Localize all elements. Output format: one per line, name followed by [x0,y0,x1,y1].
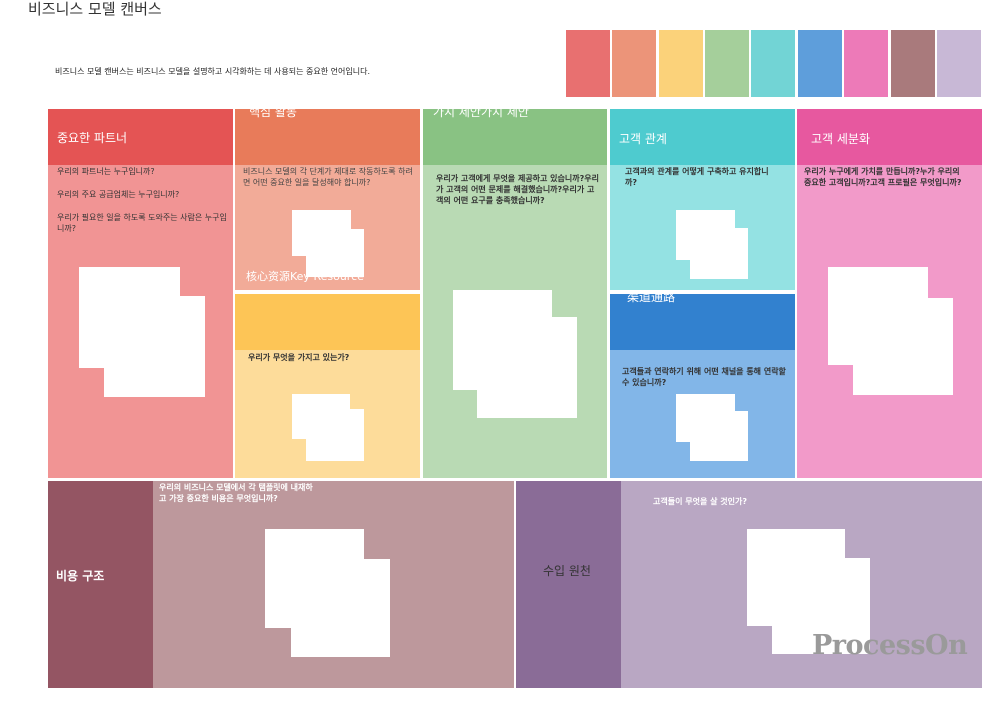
key-resources-block[interactable]: 우리가 무엇을 가지고 있는가? [235,294,420,478]
value-proposition-header [423,109,607,165]
key-activities-label: 핵심 활동 [249,109,297,119]
channels-question: 고객들과 연락하기 위해 어떤 채널을 통해 연락할 수 있습니까? [622,367,786,387]
key-resources-question: 우리가 무엇을 가지고 있는가? [248,353,350,362]
sticky-note[interactable] [690,228,748,279]
key-partners-question-2: 우리의 주요 공급업체는 누구입니까? [57,190,180,199]
customer-relationships-header [610,109,795,165]
key-resources-label: 核心资源Key Resource [246,270,364,283]
cost-structure-label: 비용 구조 [56,569,105,583]
key-partners-label: 중요한 파트너 [57,131,128,145]
key-partners-question-1: 우리의 파트너는 누구입니까? [57,167,155,176]
color-swatch[interactable] [612,30,656,97]
key-activities-block[interactable]: 핵심 활동 비즈니스 모델의 각 단계가 제대로 작동하도록 하려면 어떤 중요… [235,109,420,290]
key-partners-block[interactable]: 중요한 파트너 우리의 파트너는 누구입니까? 우리의 주요 공급업체는 누구입… [48,109,233,478]
customer-relationships-block[interactable]: 고객 관계 고객과의 관계를 어떻게 구축하고 유지합니까? [610,109,795,290]
sticky-note[interactable] [690,411,748,461]
color-swatch[interactable] [659,30,703,97]
sticky-note[interactable] [104,296,205,397]
revenue-streams-block[interactable]: 수입 원천 고객들이 무엇을 살 것인가? [516,481,982,688]
color-swatch[interactable] [891,30,935,97]
key-resources-header [235,294,420,350]
value-proposition-label: 가치 제안가치 제안 [433,109,529,119]
customer-segments-block[interactable]: 고객 세분화 우리가 누구에게 가치를 만듭니까?누가 우리의 중요한 고객입니… [797,109,982,478]
channels-block[interactable]: 渠道通路 고객들과 연락하기 위해 어떤 채널을 통해 연락할 수 있습니까? [610,294,795,478]
color-swatch[interactable] [844,30,888,97]
sticky-note[interactable] [477,317,577,418]
color-swatch[interactable] [751,30,795,97]
page-title: 비즈니스 모델 캔버스 [28,0,162,18]
customer-relationships-label: 고객 관계 [619,132,667,146]
customer-segments-question: 우리가 누구에게 가치를 만듭니까?누가 우리의 중요한 고객입니까?고객 프로… [804,167,962,187]
value-proposition-block[interactable]: 가치 제안가치 제안 우리가 고객에게 무엇을 제공하고 있습니까?우리가 고객… [423,109,607,478]
page-description: 비즈니스 모델 캔버스는 비즈니스 모델을 설명하고 시각화하는 데 사용되는 … [55,67,371,76]
customer-segments-label: 고객 세분화 [811,132,871,146]
key-partners-question-3: 우리가 필요한 일을 하도록 도와주는 사람은 누구입니까? [57,213,227,233]
revenue-streams-label: 수입 원천 [543,564,591,578]
cost-structure-block[interactable]: 비용 구조 우리의 비즈니스 모델에서 각 탬플릿에 내재하고 가장 중요한 비… [48,481,514,688]
customer-segments-header [797,109,982,165]
sticky-note[interactable] [306,409,364,461]
key-partners-header [48,109,233,165]
cost-structure-header [48,481,153,688]
revenue-streams-header [516,481,621,688]
customer-relationships-question: 고객과의 관계를 어떻게 구축하고 유지합니까? [625,167,769,187]
channels-label: 渠道通路 [627,294,676,304]
revenue-streams-question: 고객들이 무엇을 살 것인가? [653,497,747,506]
sticky-note[interactable] [853,298,953,395]
sticky-note[interactable] [306,229,364,277]
color-swatch[interactable] [937,30,981,97]
color-swatch[interactable] [705,30,749,97]
sticky-note[interactable] [772,558,870,654]
key-activities-header [235,109,420,165]
key-activities-question: 비즈니스 모델의 각 단계가 제대로 작동하도록 하려면 어떤 중요한 일을 달… [243,167,413,187]
channels-header [610,294,795,350]
value-proposition-question: 우리가 고객에게 무엇을 제공하고 있습니까?우리가 고객의 어떤 문제를 해결… [436,174,599,205]
cost-structure-question: 우리의 비즈니스 모델에서 각 탬플릿에 내재하고 가장 중요한 비용은 무엇입… [159,483,313,503]
watermark: ProcessOn [812,630,968,661]
color-swatch[interactable] [566,30,610,97]
color-swatch[interactable] [798,30,842,97]
sticky-note[interactable] [291,559,390,657]
